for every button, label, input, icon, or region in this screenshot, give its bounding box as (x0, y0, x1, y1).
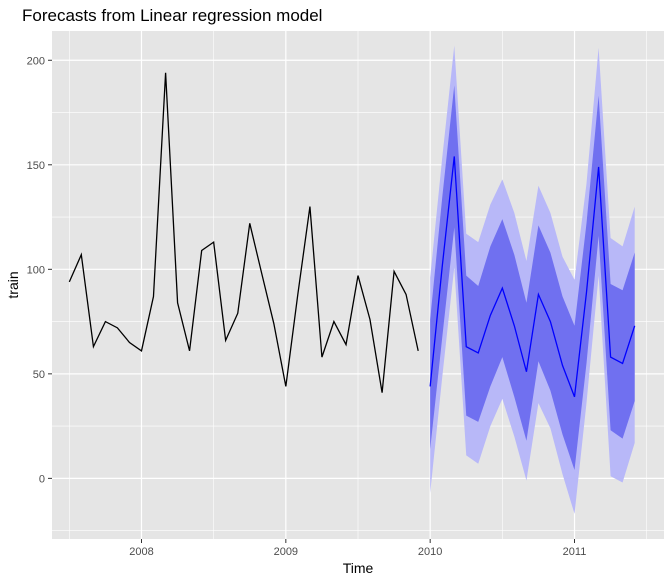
band-80 (430, 85, 635, 471)
x-axis-title: Time (343, 560, 374, 576)
x-tick-label: 2009 (274, 546, 298, 558)
y-axis: 0 50 100 150 200 (27, 55, 52, 485)
forecast-intervals (430, 45, 635, 514)
x-tick-label: 2011 (563, 546, 587, 558)
x-axis: 2008 2009 2010 2011 (129, 539, 586, 558)
y-tick-label: 100 (27, 264, 45, 276)
y-tick-label: 200 (27, 55, 45, 67)
y-tick-label: 50 (33, 369, 45, 381)
x-tick-label: 2010 (418, 546, 442, 558)
series-lines (68, 72, 636, 398)
y-tick-label: 150 (27, 160, 45, 172)
forecast-mean-line (429, 156, 636, 398)
y-axis-title: train (5, 271, 21, 298)
y-tick-label: 0 (39, 473, 45, 485)
chart-title: Forecasts from Linear regression model (22, 6, 322, 25)
x-tick-label: 2008 (129, 546, 153, 558)
history-line (68, 72, 419, 393)
